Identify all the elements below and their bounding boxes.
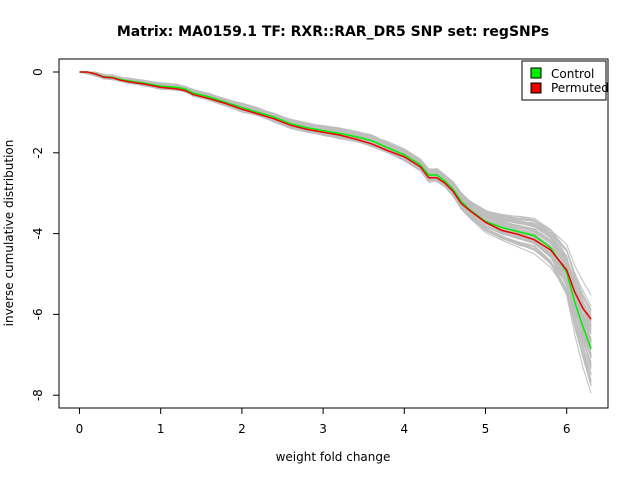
x-axis-label: weight fold change — [276, 450, 391, 464]
background-curve — [79, 71, 592, 343]
background-curve — [79, 71, 592, 359]
background-curve — [79, 71, 592, 330]
legend-label-control: Control — [551, 67, 594, 81]
x-tick-label: 6 — [563, 422, 571, 436]
chart-title: Matrix: MA0159.1 TF: RXR::RAR_DR5 SNP se… — [117, 24, 549, 40]
legend-label-permuted: Permuted — [551, 81, 609, 95]
background-curve — [79, 71, 592, 313]
background-curve — [79, 71, 592, 344]
background-curve — [79, 71, 592, 355]
background-curve — [79, 71, 592, 318]
legend-swatch-permuted — [530, 82, 542, 94]
background-curve — [79, 71, 592, 355]
background-curve — [79, 71, 592, 376]
background-curve — [79, 71, 592, 339]
background-curve — [79, 71, 592, 358]
background-curve — [79, 71, 592, 307]
y-tick-label: -2 — [31, 147, 45, 159]
background-curve — [79, 71, 592, 347]
background-curve — [79, 71, 592, 310]
background-curve — [79, 71, 592, 296]
background-curve — [79, 71, 592, 363]
background-curve — [79, 71, 592, 328]
background-curve — [79, 71, 592, 354]
background-curve — [79, 71, 592, 356]
background-curve — [79, 71, 592, 316]
background-curve — [79, 71, 592, 348]
background-curve — [79, 71, 592, 341]
legend: Control Permuted — [521, 60, 609, 101]
background-curve — [79, 71, 592, 322]
background-curve — [79, 71, 592, 358]
background-curve — [79, 71, 592, 341]
background-curve — [79, 71, 592, 334]
background-curve — [79, 71, 592, 327]
x-tick-label: 0 — [76, 422, 84, 436]
background-curve — [79, 71, 592, 340]
background-curve — [79, 71, 592, 325]
background-curve — [79, 71, 592, 340]
y-axis: 0 -2 -4 -6 -8 — [31, 68, 60, 401]
y-tick-label: -8 — [31, 389, 45, 401]
background-curve — [79, 71, 592, 355]
y-tick-label: -6 — [31, 308, 45, 320]
series-lines — [79, 71, 592, 349]
background-curve — [79, 71, 592, 359]
background-curve — [79, 71, 592, 327]
series-line-control — [79, 71, 592, 349]
x-tick-label: 3 — [319, 422, 327, 436]
y-tick-label: 0 — [31, 68, 45, 76]
background-curve — [79, 71, 592, 332]
background-curve — [79, 71, 592, 323]
background-curve — [79, 71, 592, 334]
background-curve — [79, 71, 592, 321]
background-curve — [79, 71, 592, 326]
background-curve — [79, 71, 592, 311]
background-curve — [79, 71, 592, 351]
x-tick-label: 1 — [157, 422, 165, 436]
background-curve — [79, 71, 592, 342]
x-tick-label: 4 — [400, 422, 408, 436]
background-curve — [79, 71, 592, 340]
background-curves — [79, 71, 592, 394]
y-tick-label: -4 — [31, 228, 45, 240]
series-line-permuted — [79, 71, 592, 320]
background-curve — [79, 71, 592, 335]
background-curve — [79, 71, 592, 357]
y-axis-label: inverse cumulative distribution — [2, 140, 16, 327]
background-curve — [79, 71, 592, 382]
x-axis: 0 1 2 3 4 5 6 — [76, 407, 571, 436]
background-curve — [79, 71, 592, 344]
x-tick-label: 2 — [238, 422, 246, 436]
background-curve — [79, 71, 592, 340]
background-curve — [79, 71, 592, 330]
x-tick-label: 5 — [482, 422, 490, 436]
legend-swatch-control — [530, 67, 542, 79]
background-curve — [79, 71, 592, 355]
